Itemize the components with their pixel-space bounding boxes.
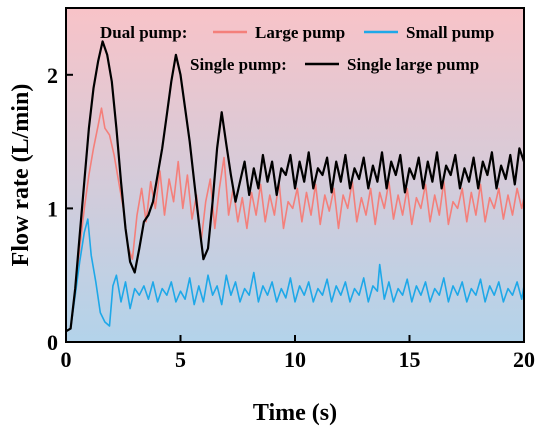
legend-group-single-pump: Single pump: — [190, 55, 287, 74]
series-layer — [65, 40, 526, 333]
y-tick-label: 1 — [47, 196, 58, 221]
plot-background — [66, 8, 524, 342]
series-line-large-pump — [65, 107, 525, 332]
x-axis-title: Time (s) — [253, 400, 337, 426]
x-tick-label: 15 — [399, 347, 421, 372]
y-axis: 0 1 2 — [47, 63, 73, 355]
x-tick-label: 10 — [284, 347, 306, 372]
legend: Dual pump: Large pump Small pump Single … — [100, 23, 494, 74]
x-tick-label: 0 — [61, 347, 72, 372]
series-line-single-large-pump — [65, 40, 526, 333]
x-tick-label: 20 — [513, 347, 535, 372]
series-line-small-pump — [65, 218, 525, 332]
legend-label-single-large-pump: Single large pump — [347, 55, 479, 74]
x-tick-label: 5 — [175, 347, 186, 372]
y-tick-label: 0 — [47, 330, 58, 355]
y-tick-label: 2 — [47, 63, 58, 88]
legend-label-small-pump: Small pump — [406, 23, 494, 42]
legend-group-dual-pump: Dual pump: — [100, 23, 187, 42]
x-axis: 0 5 10 15 20 — [61, 335, 535, 372]
y-axis-title: Flow rate (L/min) — [8, 84, 34, 267]
legend-label-large-pump: Large pump — [255, 23, 345, 42]
